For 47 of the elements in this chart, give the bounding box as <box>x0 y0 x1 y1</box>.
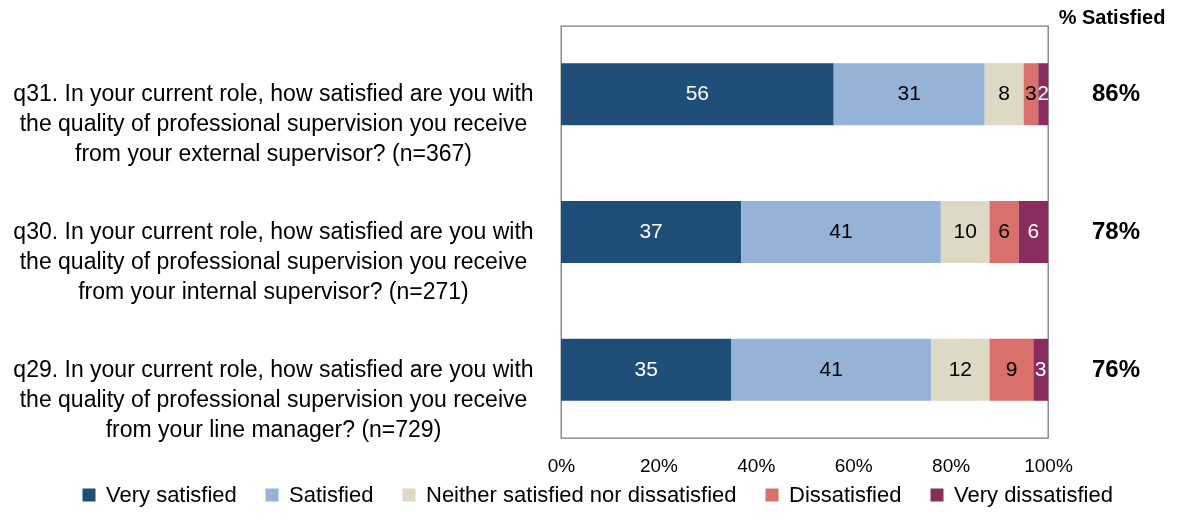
bar <box>940 201 990 263</box>
bar <box>833 63 985 126</box>
x-tick-label: 60% <box>834 454 873 476</box>
x-tick-label: 40% <box>737 454 776 476</box>
data-label: 56 <box>685 81 710 105</box>
data-label: 37 <box>639 219 663 242</box>
data-label: 9 <box>1005 356 1018 380</box>
bar <box>731 338 932 401</box>
bar <box>561 201 742 263</box>
x-tick-label: 0% <box>547 454 576 476</box>
bar <box>561 338 732 401</box>
y-tick-label: q30. In your current role, how satisfied are you with the quality of professional supervision you receive from your internal supervisor? (n=271) <box>13 218 534 304</box>
bar <box>931 338 990 401</box>
y-tick-label: q31. In your current role, how satisfied are you with the quality of professional supervision you receive from your external supervisor? (n=367) <box>13 80 534 167</box>
data-label: 12 <box>948 356 973 380</box>
bar <box>989 338 1034 401</box>
y-tick-label: q29. In your current role, how satisfied are you with the quality of professional supervision you receive from your line manager? (n=729) <box>13 355 534 442</box>
text: 86% <box>1091 79 1141 107</box>
legend-label: Very dissatisfied <box>954 482 1113 507</box>
bar <box>741 201 941 263</box>
data-label: 41 <box>819 356 843 380</box>
data-label: 6 <box>1027 219 1040 242</box>
bar <box>1018 201 1048 263</box>
legend-label: Very satisfied <box>106 482 237 507</box>
data-label: 31 <box>897 81 921 105</box>
data-label: 35 <box>634 356 658 380</box>
data-label: 6 <box>998 219 1011 242</box>
legend-label: Dissatisfied <box>789 482 902 507</box>
text: % Satisfied <box>1058 6 1166 28</box>
bar <box>1033 338 1048 401</box>
bar <box>1038 63 1048 126</box>
data-label: 2 <box>1037 81 1049 105</box>
text: 76% <box>1091 354 1141 382</box>
data-label: 3 <box>1025 81 1037 105</box>
bar <box>984 63 1024 126</box>
legend-label: Neither satisfied nor dissatisfied <box>426 482 737 507</box>
legend-label: Satisfied <box>289 482 374 507</box>
x-tick-label: 80% <box>932 454 971 476</box>
x-tick-label: 100% <box>1024 454 1073 476</box>
bar <box>561 63 834 126</box>
data-label: 41 <box>829 219 853 242</box>
data-label: 8 <box>998 81 1011 105</box>
x-tick-label: 20% <box>639 454 679 476</box>
data-label: 3 <box>1034 356 1047 380</box>
bar <box>989 201 1019 263</box>
data-label: 10 <box>953 219 977 242</box>
text: 78% <box>1091 217 1141 244</box>
